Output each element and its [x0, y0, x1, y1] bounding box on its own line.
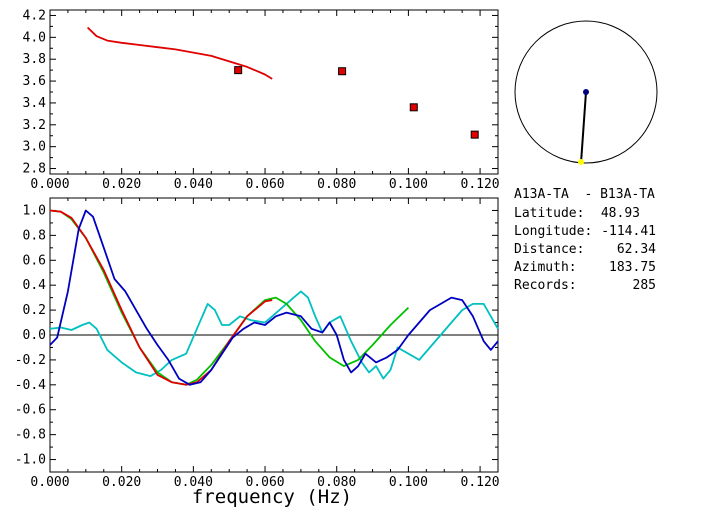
- y-tick-label: -0.2: [15, 353, 46, 368]
- x-tick-label: 0.040: [174, 177, 213, 192]
- x-tick-label: 0.060: [245, 177, 284, 192]
- x-tick-label: 0.120: [461, 177, 500, 192]
- series-line: [49, 290, 499, 380]
- azimuth-label: Azimuth:: [514, 260, 577, 275]
- latitude-value: 48.93: [601, 206, 640, 221]
- x-axis-label: frequency (Hz): [192, 486, 352, 508]
- x-tick-label: 0.100: [389, 475, 428, 490]
- records-label: Records:: [514, 278, 577, 293]
- y-tick-label: 1.0: [23, 203, 46, 218]
- x-tick-label: 0.080: [317, 475, 356, 490]
- y-tick-label: 3.2: [23, 118, 46, 133]
- x-tick-label: 0.000: [30, 475, 69, 490]
- y-tick-label: 4.2: [23, 8, 46, 23]
- y-tick-label: -0.6: [15, 403, 46, 418]
- x-tick-label: 0.060: [245, 475, 284, 490]
- plot-frame: [49, 9, 499, 175]
- remote-station-dot: [578, 159, 584, 165]
- latitude-label: Latitude:: [514, 206, 584, 221]
- velocity-measurement-point: [470, 130, 479, 139]
- y-tick-label: 0.4: [23, 278, 47, 293]
- y-tick-label: 3.4: [23, 96, 47, 111]
- bottom-panel: 0.000 0.020 0.040 0.060 0.080 0.100 0.120 1.0 0.…: [15, 197, 500, 490]
- series-line: [49, 209, 499, 386]
- distance-value: 62.34: [617, 242, 656, 257]
- x-tick-label: 0.100: [389, 177, 428, 192]
- y-tick-label: 0.2: [23, 303, 46, 318]
- x-tick-label: 0.120: [461, 475, 500, 490]
- y-tick-label: -0.4: [15, 378, 46, 393]
- velocity-measurement-point: [234, 66, 243, 75]
- y-tick-label: 2.8: [23, 162, 46, 177]
- y-tick-label: -0.8: [15, 428, 46, 443]
- series-line: [49, 209, 410, 386]
- velocity-measurement-point: [409, 103, 418, 112]
- x-tick-label: 0.040: [174, 475, 213, 490]
- longitude-label: Longitude:: [514, 224, 592, 239]
- x-tick-label: 0.020: [102, 475, 141, 490]
- map-outline: [514, 20, 658, 164]
- y-tick-label: -1.0: [15, 453, 46, 468]
- azimuth-value: 183.75: [609, 260, 656, 275]
- y-tick-label: 3.6: [23, 74, 46, 89]
- y-tick-label: 3.8: [23, 52, 46, 67]
- longitude-value: -114.41: [601, 224, 656, 239]
- records-value: 285: [633, 278, 656, 293]
- y-tick-label: 0.6: [23, 253, 46, 268]
- x-tick-label: 0.000: [30, 177, 69, 192]
- series-line: [49, 209, 273, 386]
- x-tick-label: 0.080: [317, 177, 356, 192]
- center-station-dot: [583, 89, 589, 95]
- y-tick-label: 3.0: [23, 140, 46, 155]
- series-line: [86, 26, 273, 80]
- station-map: [514, 20, 658, 165]
- top-panel: 0.000 0.020 0.040 0.060 0.080 0.100 0.120 2.8 3.…: [23, 8, 500, 192]
- y-tick-label: 4.0: [23, 30, 46, 45]
- velocity-measurement-point: [338, 67, 347, 76]
- y-tick-label: 0.0: [23, 328, 46, 343]
- azimuth-line: [580, 91, 587, 164]
- x-tick-label: 0.020: [102, 177, 141, 192]
- y-tick-label: 0.8: [23, 228, 46, 243]
- distance-label: Distance:: [514, 242, 584, 257]
- station-pair: A13A-TA - B13A-TA: [514, 187, 655, 202]
- info-block: A13A-TA - B13A-TA Latitude: 48.93 Longit…: [514, 187, 656, 293]
